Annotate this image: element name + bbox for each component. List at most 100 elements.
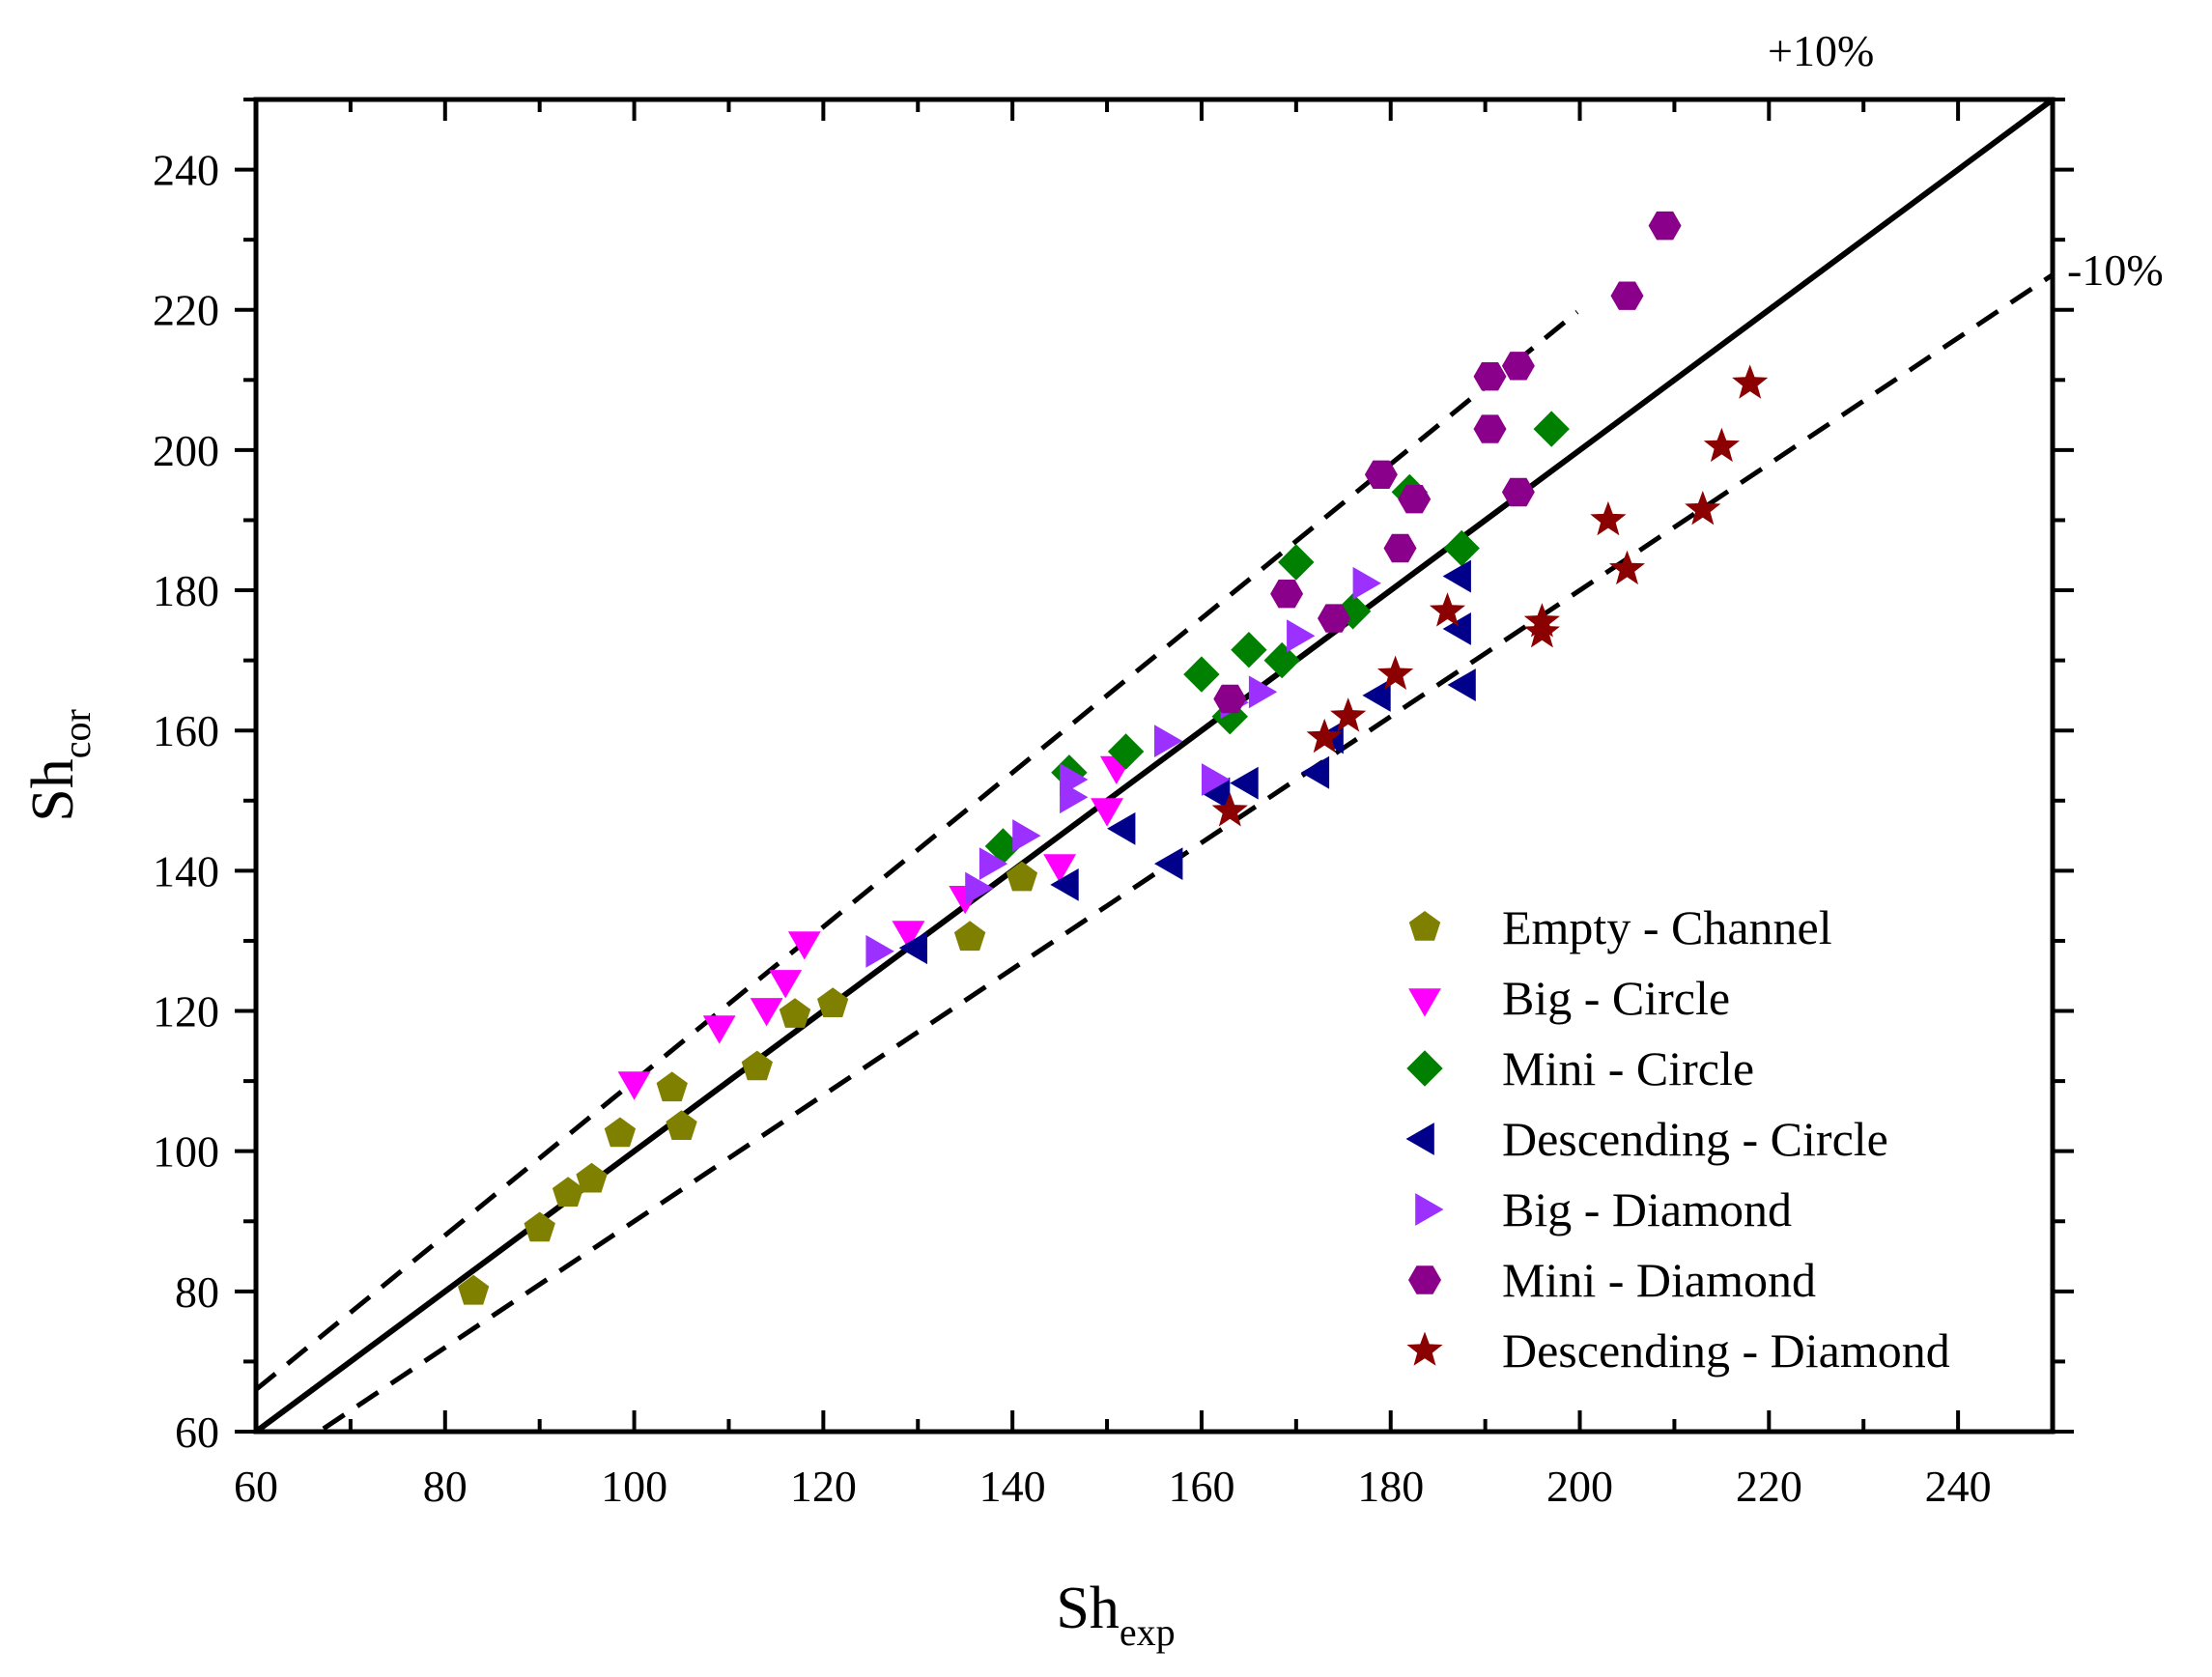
data-series: [458, 211, 1769, 1305]
legend-label: Descending - Diamond: [1502, 1323, 1950, 1378]
y-tick-label: 160: [153, 706, 219, 755]
y-tick-label: 220: [153, 286, 219, 335]
point-big-diamond: [1202, 763, 1231, 796]
point-big-diamond: [965, 871, 994, 905]
y-tick-label: 100: [153, 1127, 219, 1177]
legend-marker-big-circle: [1408, 988, 1441, 1017]
legend-label: Empty - Channel: [1502, 900, 1832, 954]
y-tick-label: 180: [153, 566, 219, 615]
legend-marker-mini-diamond: [1408, 1265, 1441, 1294]
legend-marker-empty-channel: [1408, 911, 1441, 941]
point-descending-diamond: [1377, 655, 1414, 690]
x-tick-label: 140: [979, 1462, 1046, 1511]
point-descending-diamond: [1523, 613, 1560, 648]
point-big-diamond: [1154, 725, 1183, 757]
point-descending-diamond: [1590, 500, 1627, 536]
point-big-circle: [1043, 854, 1076, 883]
point-mini-diamond: [1473, 414, 1507, 443]
reference-line--10-: [314, 272, 2053, 1432]
point-empty-channel: [552, 1177, 584, 1207]
point-descending-circle: [1447, 668, 1476, 701]
tick-labels: 60 80 100 120 140 160 180 200 220 240 60 80 100 120 14…: [153, 146, 1992, 1511]
point-descending-diamond: [1703, 427, 1740, 463]
point-mini-circle: [1263, 641, 1300, 679]
point-mini-diamond: [1213, 684, 1247, 714]
y-tick-label: 80: [175, 1267, 219, 1317]
point-empty-channel: [604, 1117, 637, 1148]
point-descending-diamond: [1330, 697, 1367, 732]
point-mini-circle: [984, 828, 1022, 865]
reference-line--10-: [256, 309, 1579, 1392]
point-mini-circle: [1334, 593, 1372, 630]
legend: Empty - Channel Big - Circle Mini - Circle…: [1405, 900, 1950, 1378]
point-mini-circle: [1443, 529, 1480, 567]
point-descending-circle: [1050, 868, 1079, 901]
y-tick-label: 200: [153, 426, 219, 475]
x-tick-label: 160: [1168, 1462, 1234, 1511]
series-descending-circle: [898, 559, 1476, 965]
point-descending-circle: [1107, 811, 1136, 845]
legend-item-mini-diamond: Mini - Diamond: [1408, 1253, 1816, 1307]
point-big-circle: [750, 998, 783, 1027]
point-empty-channel: [953, 921, 986, 952]
point-mini-diamond: [1610, 281, 1644, 310]
point-mini-diamond: [1648, 211, 1682, 241]
point-descending-circle: [898, 931, 927, 965]
point-big-diamond: [1287, 619, 1316, 653]
point-mini-circle: [1231, 632, 1267, 668]
series-empty-channel: [458, 861, 1038, 1305]
point-big-circle: [769, 970, 803, 999]
series-mini-diamond: [1213, 211, 1682, 714]
legend-item-descending-circle: Descending - Circle: [1405, 1112, 1888, 1166]
point-empty-channel: [817, 987, 849, 1017]
legend-label: Mini - Circle: [1502, 1041, 1754, 1095]
legend-item-big-circle: Big - Circle: [1408, 971, 1730, 1025]
reference-lines: [256, 99, 2053, 1432]
x-tick-label: 120: [790, 1462, 857, 1511]
legend-label: Descending - Circle: [1502, 1112, 1888, 1166]
point-big-circle: [617, 1071, 651, 1100]
point-mini-diamond: [1501, 477, 1535, 507]
point-empty-channel: [1006, 861, 1038, 892]
x-tick-label: 240: [1925, 1462, 1992, 1511]
point-descending-diamond: [1429, 592, 1466, 627]
point-descending-circle: [1154, 847, 1183, 880]
point-descending-diamond: [1685, 491, 1721, 526]
reference-line-y-x: [256, 99, 2053, 1432]
legend-item-big-diamond: Big - Diamond: [1415, 1182, 1792, 1236]
point-big-diamond: [1060, 763, 1089, 796]
point-mini-circle: [1533, 411, 1570, 447]
axis-ticks: [235, 98, 2074, 1434]
legend-label: Big - Circle: [1502, 971, 1730, 1025]
point-descending-circle: [1202, 777, 1231, 810]
point-empty-channel: [576, 1162, 608, 1193]
point-mini-circle: [1211, 698, 1248, 735]
y-tick-label: 120: [153, 987, 219, 1037]
point-mini-diamond: [1270, 580, 1304, 609]
point-big-diamond: [1012, 819, 1041, 852]
point-big-diamond: [1352, 566, 1381, 600]
plot-frame: [253, 97, 2056, 1435]
legend-label: Mini - Diamond: [1502, 1253, 1816, 1307]
x-tick-label: 100: [601, 1462, 667, 1511]
legend-marker-big-diamond: [1415, 1193, 1444, 1226]
point-empty-channel: [524, 1211, 555, 1242]
legend-item-empty-channel: Empty - Channel: [1408, 900, 1832, 954]
legend-marker-descending-diamond: [1406, 1331, 1443, 1366]
legend-marker-descending-circle: [1405, 1123, 1434, 1155]
x-tick-label: 200: [1546, 1462, 1613, 1511]
point-empty-channel: [666, 1110, 697, 1140]
y-axis-title: Shcor: [20, 709, 99, 822]
point-empty-channel: [779, 998, 811, 1028]
legend-item-mini-circle: Mini - Circle: [1406, 1041, 1754, 1095]
point-big-circle: [787, 931, 821, 960]
x-tick-label: 60: [234, 1462, 278, 1511]
point-descending-circle: [1442, 559, 1471, 593]
point-mini-circle: [1183, 656, 1220, 693]
point-big-circle: [702, 1015, 736, 1044]
x-axis-title: Shexp: [1056, 1576, 1175, 1654]
point-mini-diamond: [1364, 460, 1398, 489]
legend-marker-mini-circle: [1406, 1050, 1443, 1087]
y-tick-label: 60: [175, 1407, 219, 1457]
point-mini-diamond: [1501, 352, 1535, 381]
